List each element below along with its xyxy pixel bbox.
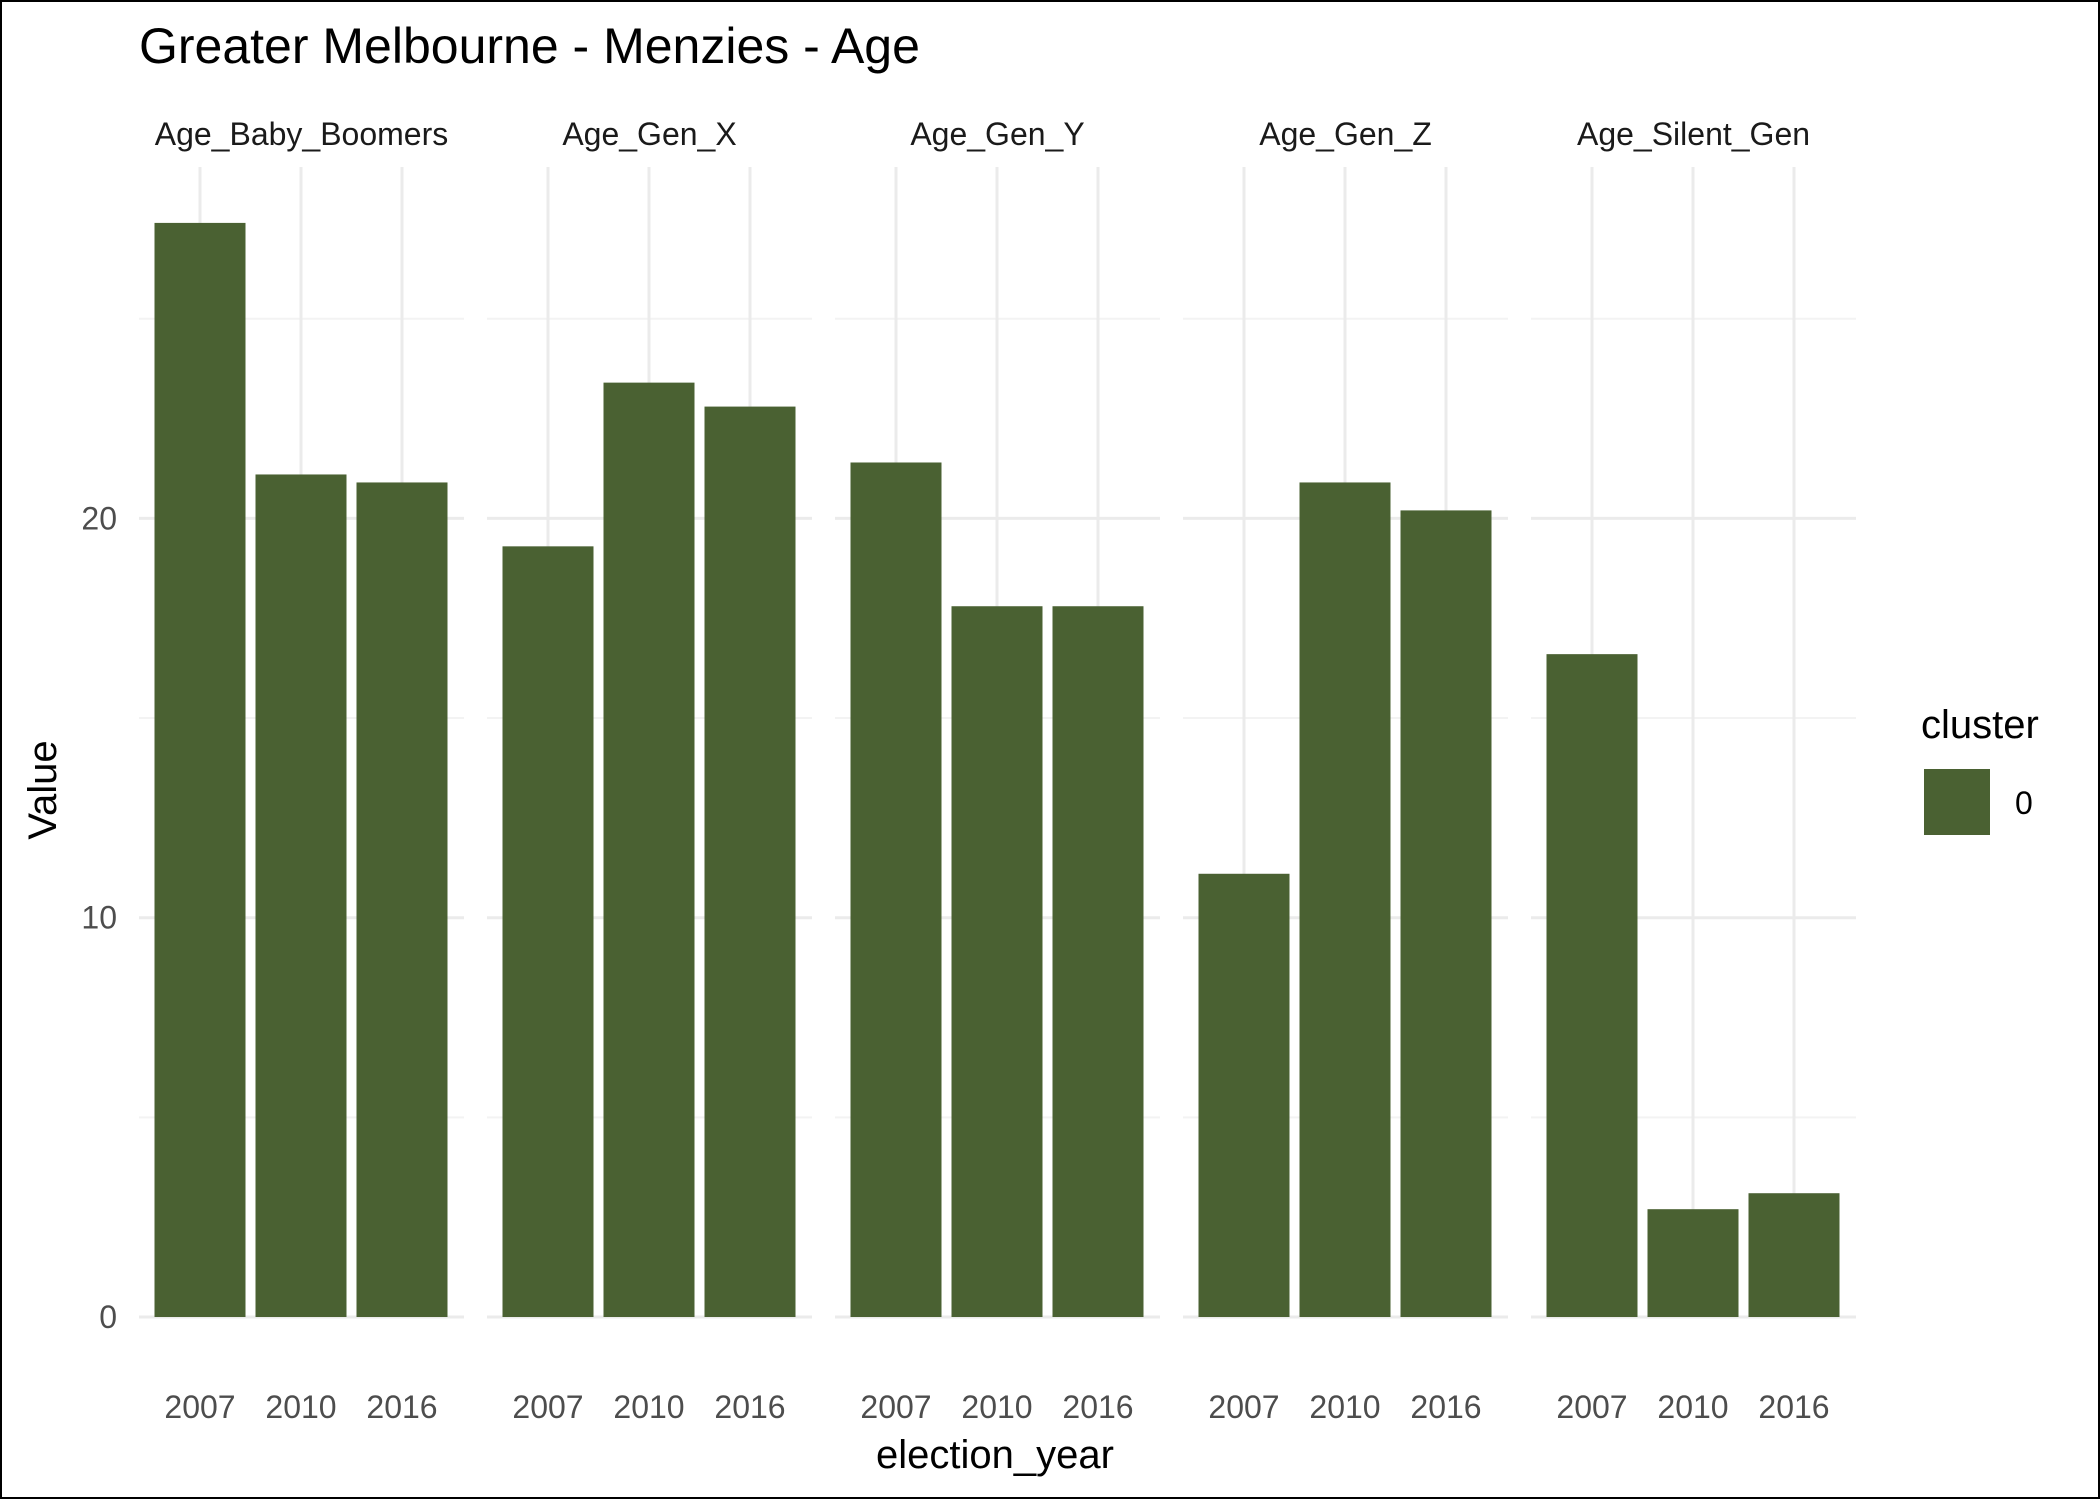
facet-strip-label: Age_Gen_Y — [910, 116, 1084, 152]
legend-title: cluster — [1921, 703, 2039, 747]
facet-strip-label: Age_Gen_Z — [1259, 116, 1432, 152]
x-tick-label: 2007 — [1208, 1389, 1279, 1425]
bar — [951, 606, 1043, 1317]
y-tick-label: 10 — [81, 900, 117, 936]
x-tick-label: 2016 — [1758, 1389, 1829, 1425]
y-axis-title: Value — [21, 740, 65, 839]
x-tick-label: 2010 — [613, 1389, 684, 1425]
bar — [255, 474, 347, 1317]
x-tick-label: 2010 — [961, 1389, 1032, 1425]
y-tick-label: 0 — [99, 1299, 117, 1335]
facet-panel: 2007 2010 2016 Age_Gen_X — [487, 116, 812, 1425]
y-tick-label: 20 — [81, 500, 117, 536]
facet-strip-label: Age_Silent_Gen — [1577, 116, 1810, 152]
x-tick-label: 2007 — [164, 1389, 235, 1425]
bar — [502, 546, 594, 1317]
x-tick-label: 2016 — [714, 1389, 785, 1425]
x-axis-title: election_year — [876, 1433, 1114, 1477]
bar — [154, 222, 246, 1317]
x-tick-label: 2010 — [1657, 1389, 1728, 1425]
bar — [704, 406, 796, 1317]
x-tick-label: 2010 — [265, 1389, 336, 1425]
bar — [1546, 654, 1638, 1317]
x-tick-label: 2007 — [860, 1389, 931, 1425]
x-tick-label: 2007 — [1556, 1389, 1627, 1425]
facet-panels: 2007 2010 2016 Age_Baby_Boomers 2007 2010 2016… — [139, 116, 1856, 1425]
bar — [1052, 606, 1144, 1317]
facet-panel: 2007 2010 2016 Age_Gen_Z — [1183, 116, 1508, 1425]
bar — [850, 462, 942, 1318]
facet-panel: 2007 2010 2016 Age_Gen_Y — [835, 116, 1160, 1425]
x-tick-label: 2016 — [1410, 1389, 1481, 1425]
bar — [1647, 1209, 1739, 1317]
x-tick-label: 2016 — [1062, 1389, 1133, 1425]
bar — [1299, 482, 1391, 1317]
chart-title: Greater Melbourne - Menzies - Age — [139, 18, 920, 74]
facet-panel: 2007 2010 2016 Age_Silent_Gen — [1531, 116, 1856, 1425]
facet-panel: 2007 2010 2016 Age_Baby_Boomers — [139, 116, 464, 1425]
bar — [1748, 1193, 1840, 1317]
x-tick-label: 2010 — [1309, 1389, 1380, 1425]
facet-strip-label: Age_Baby_Boomers — [155, 116, 449, 152]
legend-entries: 0 — [1924, 769, 2033, 835]
legend: cluster 0 — [1921, 703, 2039, 835]
legend-label: 0 — [2015, 785, 2033, 821]
bar — [1198, 873, 1290, 1317]
bar — [356, 482, 448, 1317]
y-axis-ticks: 0 10 20 — [81, 500, 117, 1335]
bar — [1400, 510, 1492, 1317]
x-tick-label: 2007 — [512, 1389, 583, 1425]
x-tick-label: 2016 — [366, 1389, 437, 1425]
legend-swatch — [1924, 769, 1990, 835]
facet-strip-label: Age_Gen_X — [562, 116, 736, 152]
bar — [603, 382, 695, 1317]
